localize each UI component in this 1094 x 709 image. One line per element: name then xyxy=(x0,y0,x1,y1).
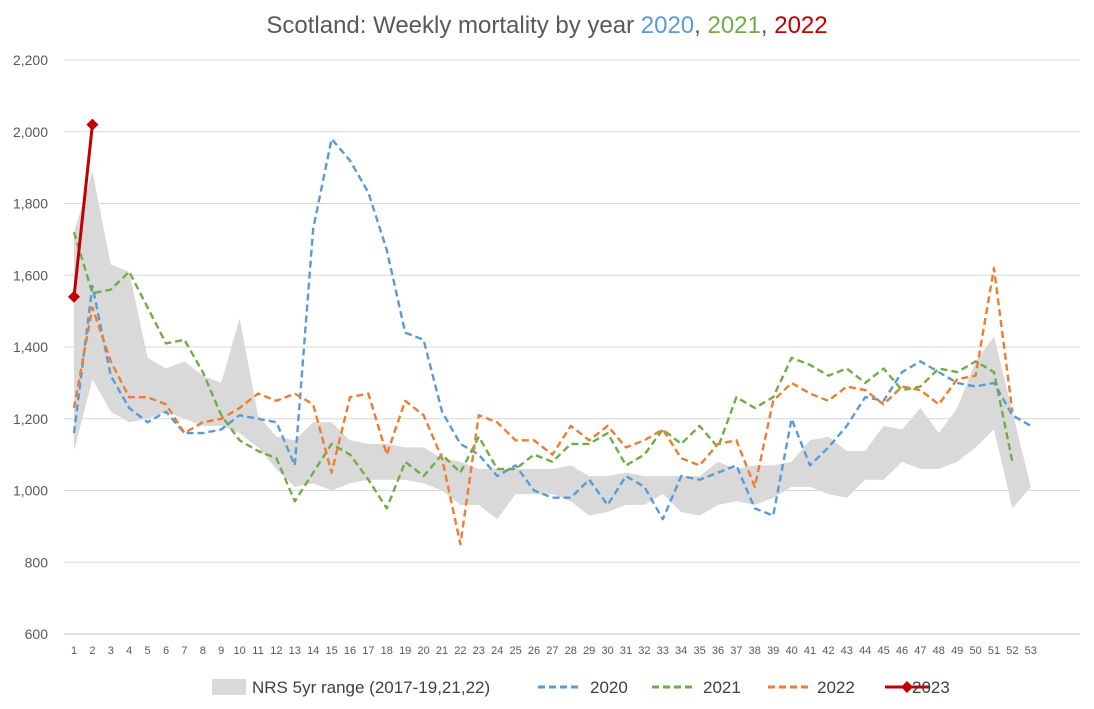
series-2022 xyxy=(72,266,1014,546)
x-tick-label-31: 31 xyxy=(620,645,632,657)
x-tick-label-28: 28 xyxy=(565,645,577,657)
series-2023 xyxy=(68,118,99,303)
y-tick-label-1000: 1,000 xyxy=(13,483,48,499)
x-tick-label-47: 47 xyxy=(914,645,926,657)
x-tick-label-48: 48 xyxy=(933,645,945,657)
chart-title-part-0: Scotland: Weekly mortality by year xyxy=(266,12,640,39)
range-band-area xyxy=(74,171,1031,520)
x-tick-label-35: 35 xyxy=(693,645,705,657)
x-tick-label-23: 23 xyxy=(473,645,485,657)
x-tick-label-34: 34 xyxy=(675,645,687,657)
chart-title-part-4: , xyxy=(761,12,774,39)
y-tick-label-1400: 1,400 xyxy=(13,339,48,355)
x-tick-label-26: 26 xyxy=(528,645,540,657)
y-tick-label-2200: 2,200 xyxy=(13,52,48,68)
x-tick-label-22: 22 xyxy=(454,645,466,657)
x-tick-label-30: 30 xyxy=(601,645,613,657)
x-tick-label-43: 43 xyxy=(841,645,853,657)
x-tick-label-37: 37 xyxy=(730,645,742,657)
series-line-2022 xyxy=(72,266,1014,546)
x-tick-label-2: 2 xyxy=(89,645,95,657)
x-tick-label-32: 32 xyxy=(638,645,650,657)
series-layer xyxy=(68,118,1032,546)
legend: NRS 5yr range (2017-19,21,22) 2020 2021 202… xyxy=(212,678,950,697)
x-tick-label-9: 9 xyxy=(218,645,224,657)
x-tick-label-24: 24 xyxy=(491,645,503,657)
y-tick-label-1200: 1,200 xyxy=(13,411,48,427)
y-tick-label-800: 800 xyxy=(25,554,49,570)
x-tick-label-15: 15 xyxy=(325,645,337,657)
legend-label-2021: 2021 xyxy=(703,678,741,697)
x-tick-label-46: 46 xyxy=(896,645,908,657)
x-tick-label-25: 25 xyxy=(509,645,521,657)
legend-label-2022: 2022 xyxy=(817,678,855,697)
x-tick-label-19: 19 xyxy=(399,645,411,657)
x-tick-label-4: 4 xyxy=(126,645,132,657)
y-tick-label-1600: 1,600 xyxy=(13,267,48,283)
x-tick-labels: 1 2 3 4 5 6 7 8 9 10 11 12 13 14 15 16 17 18 19 20 21 22 23 24 2… xyxy=(71,645,1037,657)
chart-title-part-2: , xyxy=(694,12,707,39)
x-tick-label-49: 49 xyxy=(951,645,963,657)
y-tick-label-600: 600 xyxy=(25,626,49,642)
x-tick-label-38: 38 xyxy=(749,645,761,657)
chart-title-part-5: 2022 xyxy=(774,12,827,39)
y-tick-label-1800: 1,800 xyxy=(13,196,48,212)
x-tick-label-53: 53 xyxy=(1025,645,1037,657)
series-2021 xyxy=(72,231,1014,510)
x-tick-label-17: 17 xyxy=(362,645,374,657)
x-tick-label-14: 14 xyxy=(307,645,319,657)
x-tick-label-36: 36 xyxy=(712,645,724,657)
x-tick-label-6: 6 xyxy=(163,645,169,657)
x-tick-label-1: 1 xyxy=(71,645,77,657)
legend-label-2023: 2023 xyxy=(912,678,950,697)
range-band-layer xyxy=(74,171,1031,520)
series-point-2023-week-1 xyxy=(68,290,80,303)
x-tick-label-50: 50 xyxy=(969,645,981,657)
x-tick-label-41: 41 xyxy=(804,645,816,657)
series-line-2021 xyxy=(72,231,1014,510)
x-tick-label-11: 11 xyxy=(252,645,263,657)
y-tick-label-2000: 2,000 xyxy=(13,124,48,140)
x-tick-label-42: 42 xyxy=(822,645,834,657)
x-tick-label-44: 44 xyxy=(859,645,871,657)
x-tick-label-52: 52 xyxy=(1006,645,1018,657)
series-point-2023-week-2 xyxy=(86,118,99,131)
x-tick-label-8: 8 xyxy=(200,645,206,657)
x-tick-label-51: 51 xyxy=(988,645,1000,657)
series-2020 xyxy=(72,137,1032,521)
y-tick-labels: 600 800 1,000 1,200 1,400 1,600 1,800 2,000 2,20… xyxy=(13,52,48,642)
x-tick-label-13: 13 xyxy=(289,645,301,657)
x-tick-label-39: 39 xyxy=(767,645,779,657)
x-tick-label-3: 3 xyxy=(108,645,114,657)
x-tick-label-18: 18 xyxy=(381,645,393,657)
legend-label-range-band: NRS 5yr range (2017-19,21,22) xyxy=(252,678,490,697)
x-tick-label-12: 12 xyxy=(270,645,282,657)
chart-title-part-3: 2021 xyxy=(707,12,760,39)
x-tick-label-7: 7 xyxy=(181,645,187,657)
x-tick-label-40: 40 xyxy=(785,645,797,657)
x-tick-label-10: 10 xyxy=(233,645,245,657)
chart-title-part-1: 2020 xyxy=(641,12,694,39)
x-tick-label-27: 27 xyxy=(546,645,558,657)
legend-swatch-range-band xyxy=(212,679,246,695)
legend-label-2020: 2020 xyxy=(590,678,628,697)
series-line-2020 xyxy=(72,137,1032,521)
x-tick-label-33: 33 xyxy=(657,645,669,657)
x-tick-label-16: 16 xyxy=(344,645,356,657)
chart-title: Scotland: Weekly mortality by year 2020,… xyxy=(266,12,827,39)
x-tick-label-5: 5 xyxy=(145,645,151,657)
x-tick-label-21: 21 xyxy=(436,645,448,657)
x-tick-label-20: 20 xyxy=(417,645,429,657)
x-tick-label-29: 29 xyxy=(583,645,595,657)
legend-marker-2023 xyxy=(901,681,913,693)
series-line-2023 xyxy=(72,124,94,297)
x-tick-label-45: 45 xyxy=(877,645,889,657)
